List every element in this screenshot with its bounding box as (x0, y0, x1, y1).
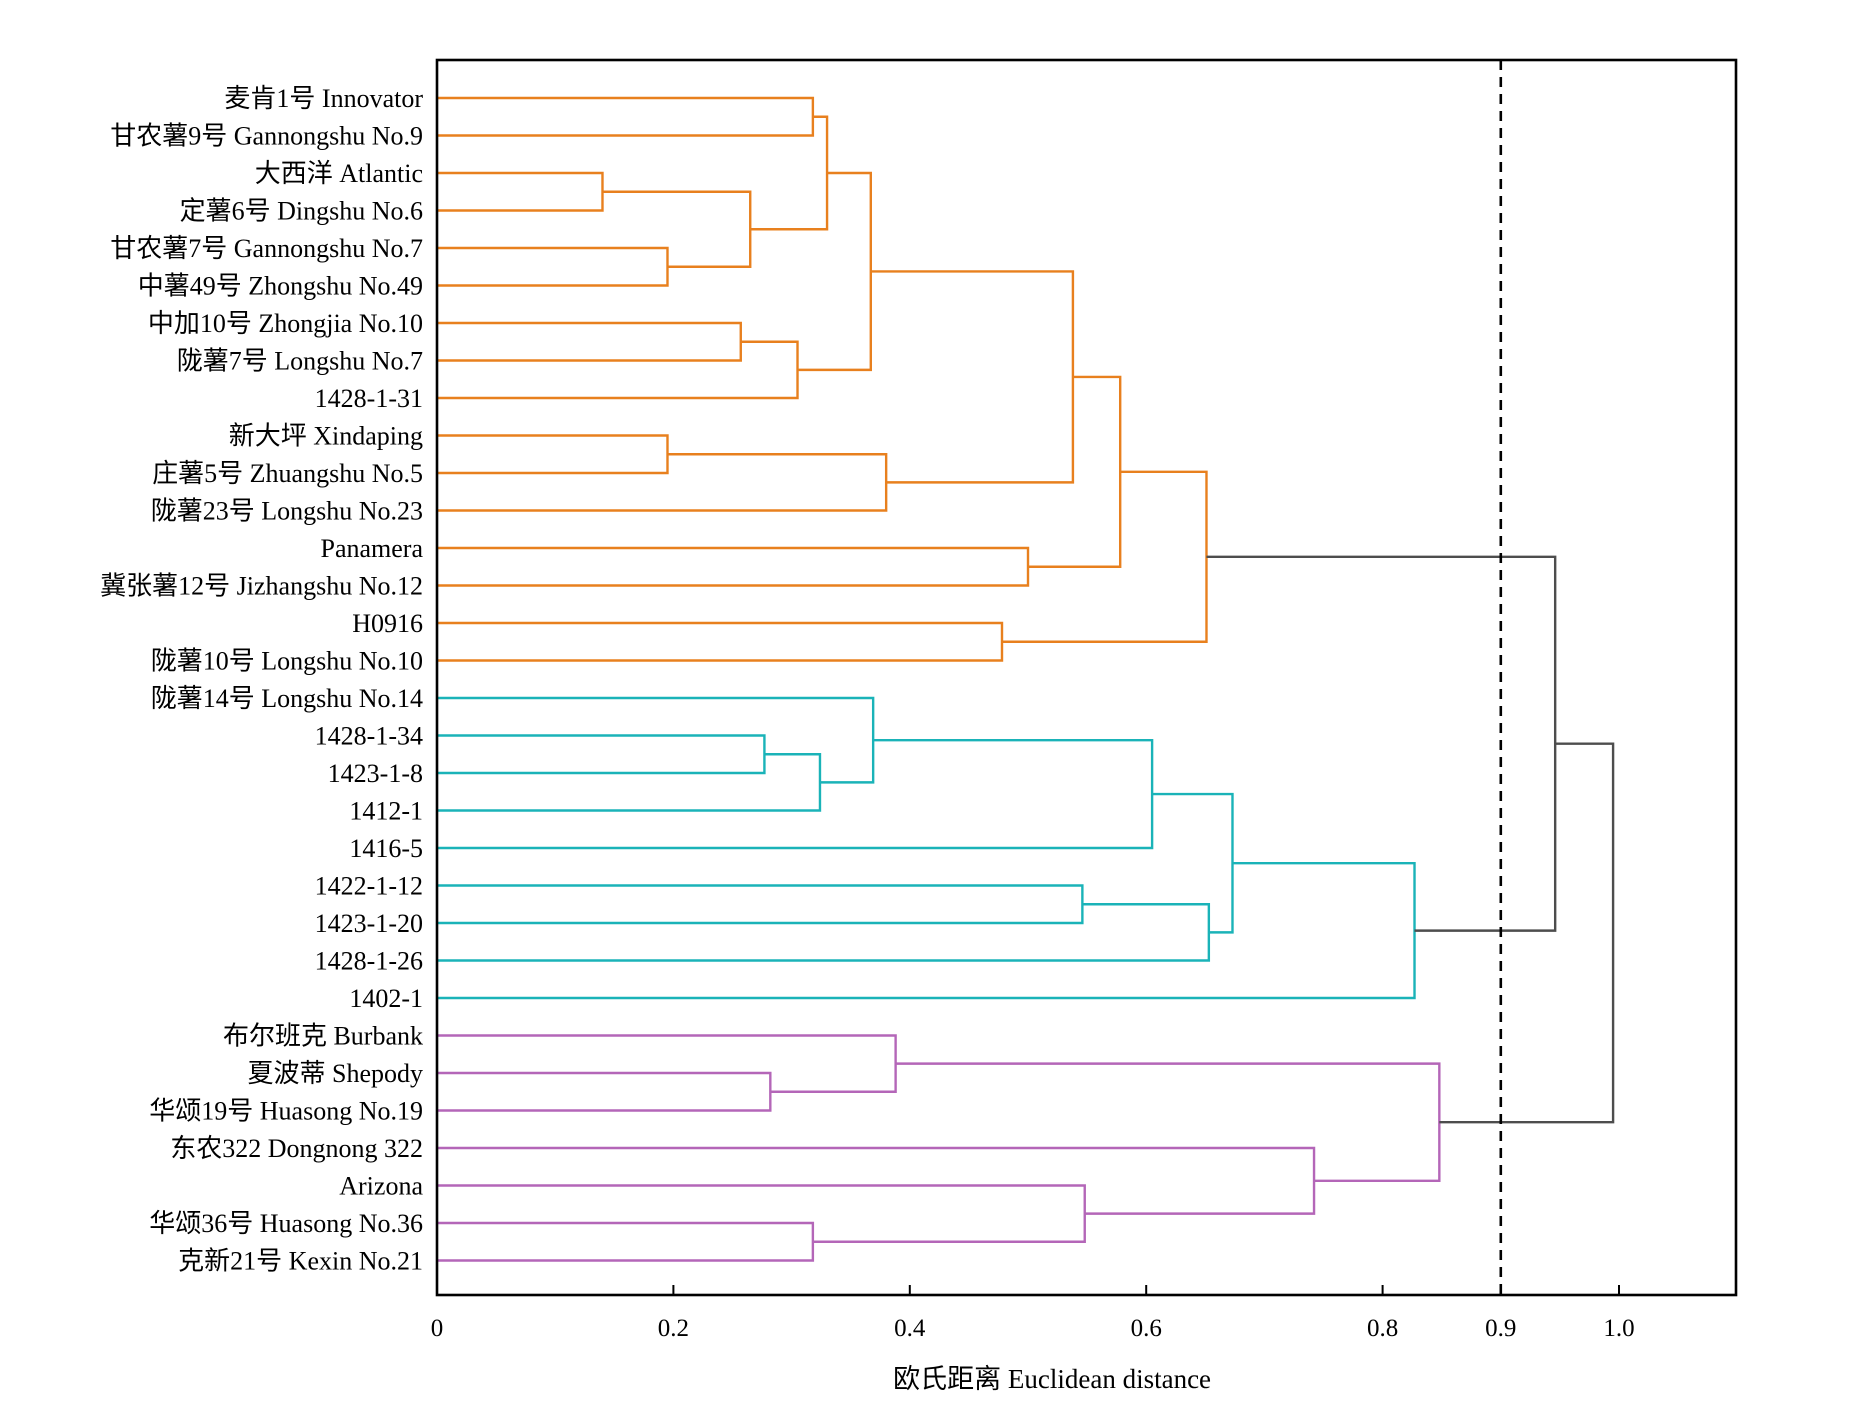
branch-m15 (1002, 470, 1208, 643)
leaf-label: Arizona (339, 1172, 423, 1201)
leaf-label: 华颂19号 Huasong No.19 (149, 1097, 423, 1126)
branch-m12 (437, 546, 1030, 587)
branch-m10 (437, 453, 888, 512)
leaf-label: 陇薯10号 Longshu No.10 (151, 647, 423, 676)
branch-m31 (1439, 742, 1615, 1124)
leaf-label: 1416-5 (349, 834, 423, 863)
leaf-label: 1402-1 (349, 984, 423, 1013)
leaf-label: 中薯49号 Zhongshu No.49 (138, 272, 423, 301)
leaf-label: H0916 (352, 609, 423, 638)
leaf-label: 1423-1-8 (328, 759, 423, 788)
branch-m17 (437, 753, 822, 812)
x-tick-label: 0.6 (1131, 1315, 1162, 1342)
branch-m30 (1206, 555, 1557, 932)
leaf-label: 1428-1-34 (315, 722, 423, 751)
branch-m27 (437, 1184, 1086, 1243)
x-tick-label: 1.0 (1603, 1315, 1634, 1342)
leaf-label: 1428-1-26 (315, 947, 423, 976)
leaf-label: 新大坪 Xindaping (229, 422, 423, 451)
leaf-label: 华颂36号 Huasong No.36 (149, 1209, 423, 1238)
branch-m23 (437, 862, 1416, 1000)
dendrogram-branches (437, 96, 1615, 1262)
leaf-label: 麦肯1号 Innovator (224, 84, 423, 113)
leaf-label: 冀张薯12号 Jizhangshu No.12 (100, 572, 423, 601)
branch-m5 (750, 115, 829, 231)
branch-m6 (437, 321, 742, 362)
leaf-label: 1422-1-12 (315, 872, 423, 901)
branch-m16 (437, 734, 766, 775)
leaf-label: 东农322 Dongnong 322 (170, 1134, 423, 1163)
branch-m18 (437, 696, 875, 784)
x-axis-ticks: 0 0.2 0.4 0.6 0.8 0.9 1.0 (431, 1285, 1635, 1342)
branch-m20 (437, 884, 1084, 925)
x-tick-label: 0.9 (1485, 1315, 1516, 1342)
leaf-label: 大西洋 Atlantic (255, 159, 423, 188)
leaf-label: 甘农薯7号 Gannongshu No.7 (110, 234, 423, 263)
branch-m21 (437, 903, 1211, 962)
leaf-label: 1423-1-20 (315, 909, 423, 938)
leaf-label: 定薯6号 Dingshu No.6 (180, 197, 423, 226)
leaf-label: 陇薯7号 Longshu No.7 (177, 347, 423, 376)
branch-m28 (437, 1146, 1316, 1215)
x-tick-label: 0.8 (1367, 1315, 1398, 1342)
branch-m11 (870, 270, 1075, 484)
leaf-label: 克新21号 Kexin No.21 (178, 1247, 423, 1276)
plot-frame (435, 58, 1738, 1297)
branch-m29 (895, 1062, 1441, 1183)
leaf-label: 1428-1-31 (315, 384, 423, 413)
leaf-label: 布尔班克 Burbank (223, 1022, 423, 1051)
branch-m26 (437, 1221, 815, 1262)
branch-m14 (437, 621, 1004, 662)
leaf-label: 庄薯5号 Zhuangshu No.5 (152, 459, 423, 488)
leaf-label: 夏波蒂 Shepody (247, 1059, 423, 1088)
x-tick-label: 0.4 (894, 1315, 926, 1342)
leaf-label: 甘农薯9号 Gannongshu No.9 (110, 122, 423, 151)
branch-m2 (437, 171, 604, 212)
leaf-labels: 麦肯1号 Innovator 甘农薯9号 Gannongshu No.9 大西洋 A… (100, 84, 423, 1276)
leaf-label: Panamera (320, 534, 423, 563)
x-tick-label: 0.2 (658, 1315, 689, 1342)
branch-m7 (437, 340, 799, 400)
x-tick-label: 0 (431, 1315, 444, 1342)
leaf-label: 1412-1 (349, 797, 423, 826)
leaf-label: 中加10号 Zhongjia No.10 (148, 309, 423, 338)
branch-m22 (1152, 792, 1234, 934)
branch-m19 (437, 738, 1154, 850)
leaf-label: 陇薯14号 Longshu No.14 (151, 684, 423, 713)
leaf-label: 陇薯23号 Longshu No.23 (151, 497, 423, 526)
branch-m24 (437, 1071, 772, 1112)
branch-m8 (797, 171, 872, 372)
branch-m3 (437, 246, 669, 287)
branch-m9 (437, 434, 669, 475)
branch-m25 (437, 1034, 897, 1093)
branch-m1 (437, 96, 815, 137)
x-axis-title: 欧氏距离 Euclidean distance (893, 1364, 1211, 1394)
branch-m4 (602, 190, 752, 268)
